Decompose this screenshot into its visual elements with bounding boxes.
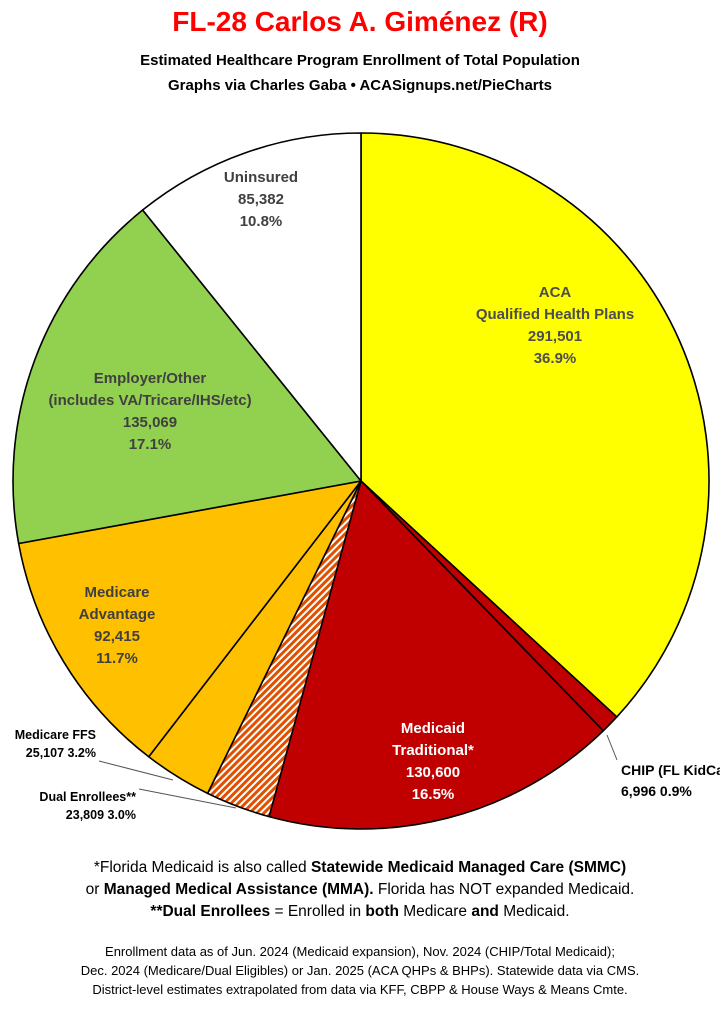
pie-slice-7	[141, 132, 362, 482]
chart-title: FL-28 Carlos A. Giménez (R)	[172, 6, 548, 37]
slice-label-line: Employer/Other	[94, 370, 207, 387]
slice-label-4: Medicare FFS 25,107 3.2%	[15, 728, 96, 760]
pie-slices	[12, 132, 710, 830]
slice-label-line: Medicare	[84, 584, 149, 601]
slice-label-line: 291,501	[528, 328, 582, 345]
slice-label-5: Medicare Advantage 92,415 11.7%	[79, 584, 156, 667]
source-note-3: District-level estimates extrapolated fr…	[92, 982, 628, 997]
chart-credit: Graphs via Charles Gaba • ACASignups.net…	[168, 77, 552, 94]
slice-labels: ACA Qualified Health Plans 291,501 36.9% CHI…	[15, 169, 720, 822]
slice-label-7: Uninsured 85,382 10.8%	[224, 169, 298, 230]
slice-label-0: ACA Qualified Health Plans 291,501 36.9%	[476, 284, 634, 367]
slice-label-line: 135,069	[123, 414, 177, 431]
pie-slice-2	[268, 480, 605, 830]
leader-lines	[98, 734, 618, 809]
slice-label-3: Dual Enrollees** 23,809 3.0%	[39, 790, 136, 822]
slice-label-line: Dual Enrollees**	[39, 790, 136, 804]
pie-chart: ACA Qualified Health Plans 291,501 36.9% CHI…	[12, 132, 720, 830]
leader-line-3	[138, 788, 237, 809]
slice-label-line: 10.8%	[240, 213, 283, 230]
slice-label-line: 92,415	[94, 628, 140, 645]
slice-label-2: Medicaid Traditional* 130,600 16.5%	[392, 720, 474, 803]
slice-label-line: Medicaid	[401, 720, 465, 737]
slice-label-line: ACA	[539, 284, 572, 301]
leader-line-0	[606, 734, 618, 761]
slice-label-line: 25,107 3.2%	[26, 746, 96, 760]
source-note-2: Dec. 2024 (Medicare/Dual Eligibles) or J…	[80, 963, 640, 978]
slice-label-line: 6,996 0.9%	[621, 783, 692, 799]
slice-label-line: 16.5%	[412, 786, 455, 803]
slice-label-6: Employer/Other (includes VA/Tricare/IHS/e…	[48, 370, 251, 453]
footnote-mma: or Managed Medical Assistance (MMA). Flo…	[85, 881, 635, 898]
slice-label-line: CHIP (FL KidCare)	[621, 762, 720, 778]
pie-slice-5	[17, 480, 362, 758]
slice-label-line: Qualified Health Plans	[476, 306, 634, 323]
slice-label-line: 36.9%	[534, 350, 577, 367]
slice-label-line: (includes VA/Tricare/IHS/etc)	[48, 392, 251, 409]
footnote-smmc: *Florida Medicaid is also called Statewi…	[93, 859, 627, 876]
source-note-1: Enrollment data as of Jun. 2024 (Medicai…	[105, 944, 615, 959]
slice-label-line: Medicare FFS	[15, 728, 96, 742]
slice-label-1: CHIP (FL KidCare) 6,996 0.9%	[621, 762, 720, 799]
slice-label-line: 130,600	[406, 764, 460, 781]
slice-label-line: Advantage	[79, 606, 156, 623]
footnote-dual: **Dual Enrollees = Enrolled in both Medi…	[150, 903, 570, 920]
slice-label-line: Traditional*	[392, 742, 474, 759]
slice-label-line: 11.7%	[96, 650, 138, 667]
chart-subtitle: Estimated Healthcare Program Enrollment …	[140, 52, 580, 69]
slice-label-line: 23,809 3.0%	[66, 808, 136, 822]
slice-label-line: 17.1%	[129, 436, 172, 453]
pie-slice-6	[12, 209, 362, 545]
slice-label-line: 85,382	[238, 191, 284, 208]
slice-label-line: Uninsured	[224, 169, 298, 186]
pie-slice-0	[360, 132, 710, 718]
leader-line-4	[98, 760, 174, 781]
